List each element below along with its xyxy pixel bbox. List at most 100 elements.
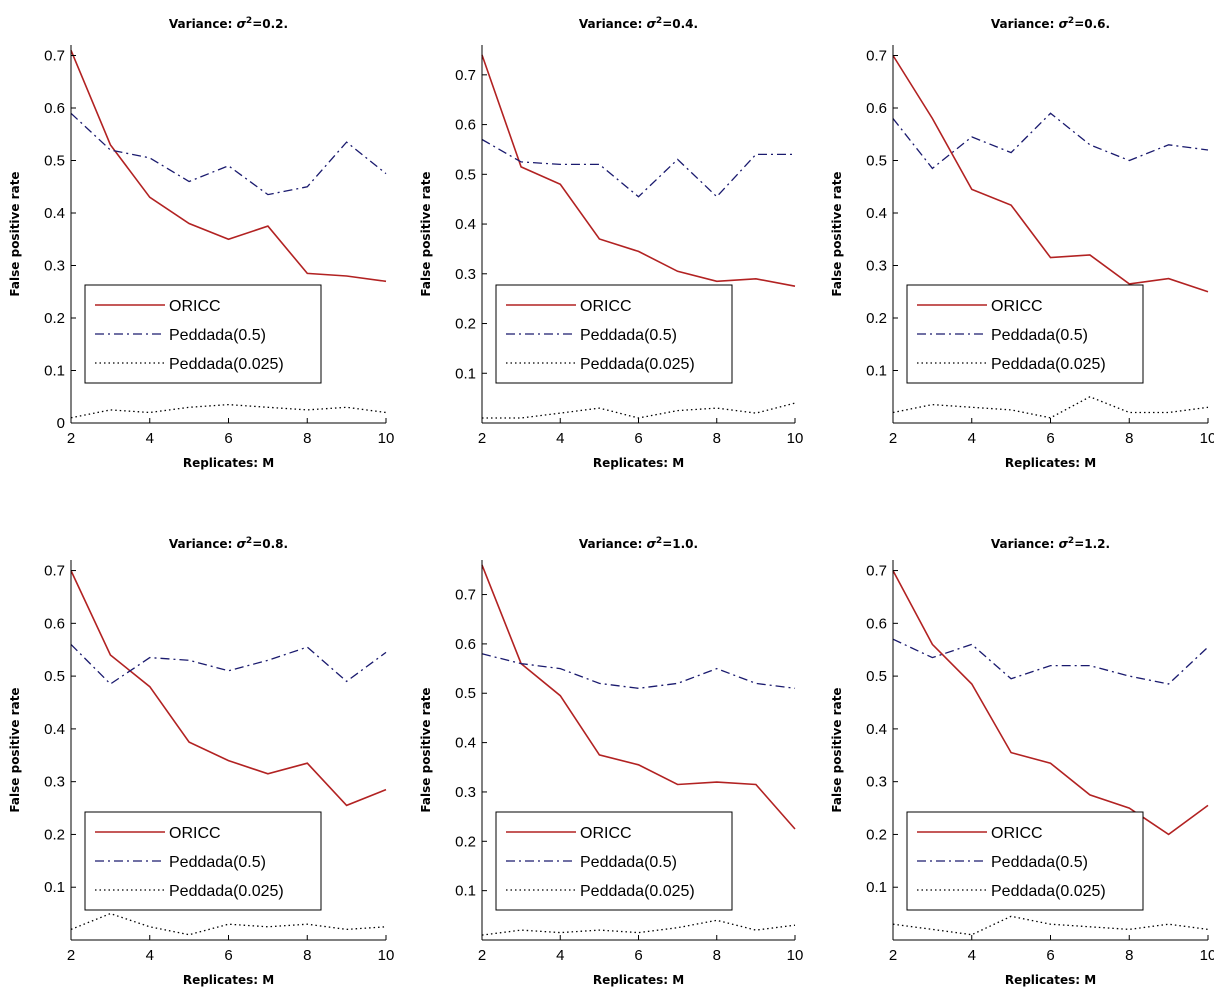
subplot-3: 2 4 6 8 10 0.1 0.2 0.3 0.4 0.5 0.6 0.7 Variance: σ2=… <box>830 16 1214 470</box>
legend-box <box>84 811 322 911</box>
x-tick-label: 8 <box>1125 947 1133 964</box>
y-tick-label: 0.1 <box>455 883 476 900</box>
legend-box <box>84 284 322 384</box>
x-tick-label: 6 <box>1046 947 1054 964</box>
x-tick-label: 8 <box>303 947 311 964</box>
y-tick-label: 0.5 <box>455 166 476 183</box>
series-line-peddada-0-5 <box>70 112 387 196</box>
y-tick-label: 0.5 <box>866 668 887 685</box>
y-tick-label: 0.7 <box>44 563 65 580</box>
legend-label: Peddada(0.025) <box>169 356 284 373</box>
legend-label: Peddada(0.5) <box>169 854 266 871</box>
x-axis-label: Replicates: M <box>183 456 274 470</box>
subplot-title: Variance: σ2=0.8. <box>169 536 288 551</box>
y-tick-label: 0.6 <box>455 117 476 134</box>
x-tick-label: 10 <box>1200 430 1214 447</box>
y-tick-label: 0.1 <box>866 879 887 896</box>
subplot-title: Variance: σ2=0.2. <box>169 16 288 31</box>
x-tick-label: 8 <box>303 430 311 447</box>
series-line-oricc <box>892 570 1209 836</box>
legend: ORICC Peddada(0.5) Peddada(0.025) <box>906 811 1144 911</box>
x-tick-label: 2 <box>889 430 897 447</box>
subplot-4: 2 4 6 8 10 0.1 0.2 0.3 0.4 0.5 0.6 0.7 Variance: σ2=… <box>8 536 394 987</box>
x-tick-label: 6 <box>224 430 232 447</box>
y-tick-label: 0.2 <box>44 310 65 327</box>
y-tick-label: 0 <box>57 415 65 432</box>
y-tick-label: 0.5 <box>44 668 65 685</box>
x-tick-label: 2 <box>889 947 897 964</box>
y-tick-label: 0.4 <box>44 721 65 738</box>
x-tick-label: 2 <box>478 947 486 964</box>
y-tick-label: 0.2 <box>44 826 65 843</box>
y-tick-label: 0.7 <box>455 587 476 604</box>
x-tick-label: 10 <box>787 430 804 447</box>
subplot-title: Variance: σ2=0.6. <box>991 16 1110 31</box>
y-tick-label: 0.3 <box>866 258 887 275</box>
x-tick-label: 4 <box>968 947 976 964</box>
y-tick-label: 0.7 <box>44 48 65 65</box>
subplot-title: Variance: σ2=0.4. <box>579 16 698 31</box>
x-tick-label: 4 <box>146 947 154 964</box>
series-line-peddada-0-5 <box>892 112 1209 170</box>
legend-label: Peddada(0.025) <box>991 883 1106 900</box>
y-tick-label: 0.3 <box>455 784 476 801</box>
y-tick-label: 0.4 <box>44 205 65 222</box>
series-line-peddada-0-5 <box>70 643 387 685</box>
legend-label: Peddada(0.025) <box>169 883 284 900</box>
legend-label: Peddada(0.5) <box>991 854 1088 871</box>
x-tick-label: 4 <box>556 947 564 964</box>
x-tick-label: 8 <box>1125 430 1133 447</box>
y-axis-label: False positive rate <box>419 171 433 296</box>
y-tick-label: 0.6 <box>44 100 65 117</box>
y-tick-label: 0.5 <box>455 685 476 702</box>
legend: ORICC Peddada(0.5) Peddada(0.025) <box>495 811 733 911</box>
series-line-peddada-0-025 <box>892 915 1209 936</box>
subplot-title: Variance: σ2=1.2. <box>991 536 1110 551</box>
y-tick-label: 0.6 <box>866 615 887 632</box>
y-tick-label: 0.6 <box>866 100 887 117</box>
x-axis-label: Replicates: M <box>183 973 274 987</box>
y-tick-label: 0.3 <box>44 258 65 275</box>
legend-label: ORICC <box>991 298 1043 315</box>
x-axis-label: Replicates: M <box>1005 973 1096 987</box>
y-tick-label: 0.7 <box>455 67 476 84</box>
series-line-peddada-0-025 <box>70 403 387 419</box>
legend: ORICC Peddada(0.5) Peddada(0.025) <box>84 284 322 384</box>
legend-box <box>906 284 1144 384</box>
series-line-peddada-0-5 <box>481 138 795 198</box>
legend: ORICC Peddada(0.5) Peddada(0.025) <box>495 284 733 384</box>
x-tick-label: 8 <box>713 947 721 964</box>
y-tick-label: 0.5 <box>866 153 887 170</box>
y-tick-label: 0.2 <box>455 316 476 333</box>
x-tick-label: 2 <box>478 430 486 447</box>
x-tick-label: 2 <box>67 430 75 447</box>
series-line-oricc <box>892 55 1209 293</box>
y-tick-label: 0.1 <box>44 363 65 380</box>
series-line-oricc <box>70 570 387 807</box>
legend-label: Peddada(0.025) <box>991 356 1106 373</box>
series-line-peddada-0-5 <box>892 638 1209 685</box>
y-tick-label: 0.7 <box>866 48 887 65</box>
x-axis-label: Replicates: M <box>1005 456 1096 470</box>
x-tick-label: 10 <box>1200 947 1214 964</box>
y-tick-label: 0.2 <box>866 310 887 327</box>
legend-label: ORICC <box>580 298 632 315</box>
subplot-6: 2 4 6 8 10 0.1 0.2 0.3 0.4 0.5 0.6 0.7 Variance: σ2=… <box>830 536 1214 987</box>
x-tick-label: 4 <box>556 430 564 447</box>
x-tick-label: 4 <box>146 430 154 447</box>
legend-label: Peddada(0.5) <box>169 327 266 344</box>
y-tick-label: 0.6 <box>44 615 65 632</box>
x-tick-label: 4 <box>968 430 976 447</box>
x-tick-label: 10 <box>378 430 395 447</box>
series-line-oricc <box>70 49 387 283</box>
legend-label: Peddada(0.025) <box>580 883 695 900</box>
subplot-1: 2 4 6 8 10 0 0.1 0.2 0.3 0.4 0.5 0.6 0.7 Variance: σ2… <box>8 16 394 470</box>
legend-label: ORICC <box>991 825 1043 842</box>
x-tick-label: 6 <box>224 947 232 964</box>
y-tick-label: 0.1 <box>44 879 65 896</box>
x-tick-label: 6 <box>634 430 642 447</box>
y-tick-label: 0.3 <box>866 774 887 791</box>
x-tick-label: 8 <box>713 430 721 447</box>
legend-label: ORICC <box>169 825 221 842</box>
